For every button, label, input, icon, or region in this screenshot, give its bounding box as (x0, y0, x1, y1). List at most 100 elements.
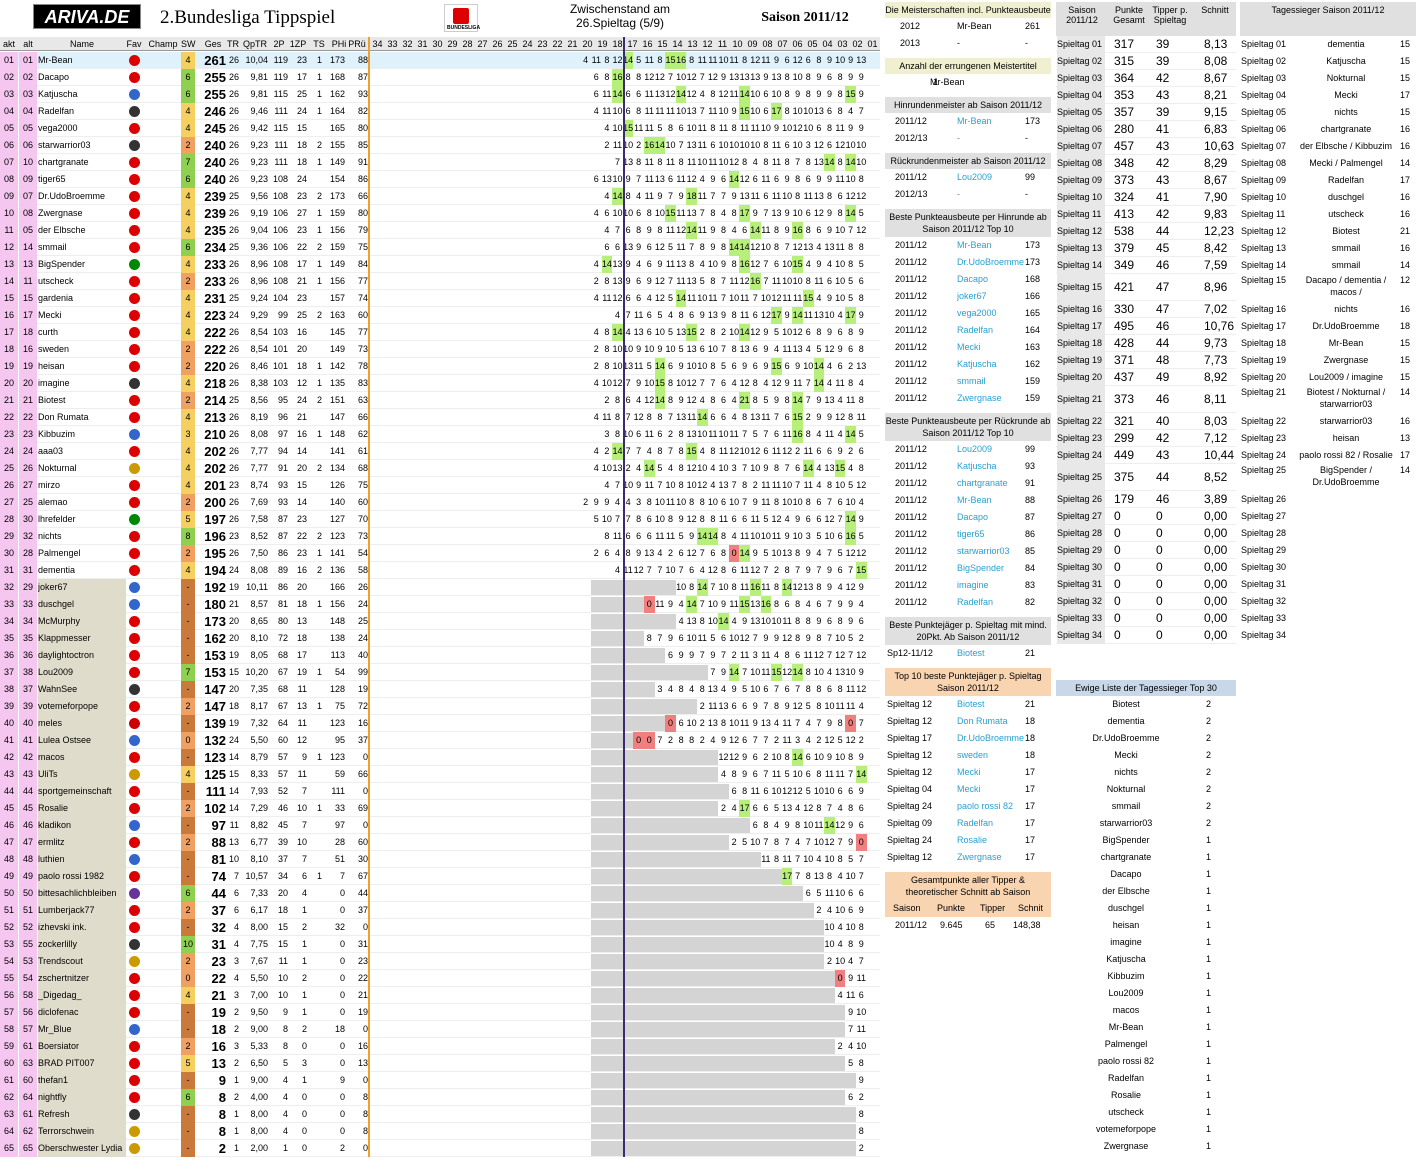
table-row[interactable]: 25 26 Nokturnal 4 202 26 7,77 91 20 2 134 68 4 10 13 2 4… (0, 460, 880, 477)
table-row[interactable]: 63 61 Refresh -8 1 8,00 4 0 0 8 8 (0, 1106, 880, 1123)
table-row[interactable]: 52 52 izhevski ink. -32 4 8,00 15 2 32 0 10 4 10 8 (0, 919, 880, 936)
table-row[interactable]: 02 02 Dacapo 6 255 26 9,81 119 17 1 168 87 6 8 16 8 8 12 1… (0, 69, 880, 86)
player-name[interactable]: sweden (38, 344, 70, 354)
table-row[interactable]: 39 39 votemeforpope 2 147 18 8,17 67 13 1 75 72 2 11 1… (0, 698, 880, 715)
player-name[interactable]: sportgemeinschaft (38, 783, 126, 800)
table-row[interactable]: 32 29 joker67-192 19 10,11 86 20 166 26 10 8 14 7 10 8… (0, 579, 880, 596)
player-name[interactable]: smmail (38, 242, 67, 252)
player-name[interactable]: bittesachlichbleiben (38, 885, 126, 902)
table-row[interactable]: 41 41 Lulea Ostsee 0 132 24 5,50 60 12 95 37 0 0 7 2 8 8… (0, 732, 880, 749)
table-row[interactable]: 10 08 Zwergnase 4 239 26 9,19 106 27 1 159 80 4 6 10 10… (0, 205, 880, 222)
player-name[interactable]: WahnSee (38, 681, 126, 698)
table-row[interactable]: 23 23 Kibbuzim 3 210 26 8,08 97 16 1 148 62 3 8 10 6 11 6… (0, 426, 880, 443)
ariva-logo[interactable]: ARIVA.DE (33, 4, 141, 29)
table-row[interactable]: 65 65 Oberschwester Lydia -2 1 2,00 1 0 2 0 2 (0, 1140, 880, 1157)
table-row[interactable]: 16 17 Mecki 4 223 24 9,29 99 25 2 163 60 4 7 11 6 5 4 8 6 9 1… (0, 307, 880, 324)
player-name[interactable]: nichts (38, 531, 62, 541)
table-row[interactable]: 54 53 Trendscout 2 23 3 7,67 11 1 0 23 2 10 4 7 (0, 953, 880, 970)
table-row[interactable]: 31 31 dementia 4 194 24 8,08 89 16 2 136 58 4 11 12 7 7 1… (0, 562, 880, 579)
table-row[interactable]: 56 58 _Digedag_ 4 21 3 7,00 10 1 0 21 4 11 6 (0, 987, 880, 1004)
table-row[interactable]: 04 04 Radelfan 4 246 26 9,46 111 24 1 164 82 4 11 10 6 8… (0, 103, 880, 120)
player-name[interactable]: Lumberjack77 (38, 902, 126, 919)
player-name[interactable]: joker67 (38, 579, 126, 596)
table-row[interactable]: 38 37 WahnSee -147 20 7,35 68 11 128 19 3 4 8 4 8 13 4 9 5… (0, 681, 880, 698)
player-name[interactable]: Terrorschwein (38, 1123, 126, 1140)
table-row[interactable]: 07 10 chartgranate 7 240 26 9,23 111 18 1 149 91 7 13… (0, 154, 880, 171)
player-name[interactable]: _Digedag_ (38, 987, 126, 1004)
table-row[interactable]: 33 33 duschgel -180 21 8,57 81 18 1 156 24 0 11 9 4 14 7… (0, 596, 880, 613)
player-name[interactable]: votemeforpope (38, 698, 126, 715)
player-name[interactable]: Dr.UdoBroemme (38, 191, 106, 201)
table-row[interactable]: 24 24 aaa03 4 202 26 7,77 94 14 141 61 4 2 14 7 7 4 8 7 8 15… (0, 443, 880, 460)
table-row[interactable]: 62 64 nightfly 6 8 2 4,00 4 0 0 8 6 2 (0, 1089, 880, 1106)
table-row[interactable]: 17 18 curth 4 222 26 8,54 103 16 145 77 4 8 14 4 13 6 10 5… (0, 324, 880, 341)
table-row[interactable]: 44 44 sportgemeinschaft -111 14 7,93 52 7 111 0 6 8… (0, 783, 880, 800)
table-row[interactable]: 61 60 thefan1-9 1 9,00 4 1 9 0 9 (0, 1072, 880, 1089)
player-name[interactable]: BRAD PIT007 (38, 1055, 126, 1072)
player-name[interactable]: heisan (38, 361, 65, 371)
table-row[interactable]: 48 48 luthien -81 10 8,10 37 7 51 30 11 8 11 7 10 4 10 8 5… (0, 851, 880, 868)
table-row[interactable]: 03 03 Katjuscha 6 255 26 9,81 115 25 1 162 93 6 11 14 6… (0, 86, 880, 103)
player-name[interactable]: starwarrior03 (38, 140, 91, 150)
table-row[interactable]: 58 57 Mr_Blue -18 2 9,00 8 2 18 0 7 11 (0, 1021, 880, 1038)
table-row[interactable]: 57 56 diclofenac -19 2 9,50 9 1 0 19 9 10 (0, 1004, 880, 1021)
player-name[interactable]: Klappmesser (38, 630, 126, 647)
player-name[interactable]: Radelfan (38, 106, 75, 116)
table-row[interactable]: 46 46 kladikon -97 11 8,82 45 7 97 0 6 8 4 9 8 10 11 14 12… (0, 817, 880, 834)
player-name[interactable]: paolo rossi 1982 (38, 868, 126, 885)
player-name[interactable]: aaa03 (38, 446, 64, 456)
table-row[interactable]: 06 06 starwarrior03 2 240 26 9,23 111 18 2 155 85 2 1… (0, 137, 880, 154)
player-name[interactable]: Kibbuzim (38, 429, 76, 439)
table-row[interactable]: 26 27 mirzo 4 201 23 8,74 93 15 126 75 4 7 10 9 11 7 10 8 1… (0, 477, 880, 494)
table-row[interactable]: 12 14 smmail 6 234 25 9,36 106 22 2 159 75 6 6 13 9 6 12 5… (0, 239, 880, 256)
table-row[interactable]: 13 13 BigSpender 4 233 26 8,96 108 17 1 149 84 4 14 13… (0, 256, 880, 273)
table-row[interactable]: 34 34 McMurphy -173 20 8,65 80 13 148 25 4 13 8 10 14 4… (0, 613, 880, 630)
player-name[interactable]: Boersiator (38, 1038, 126, 1055)
table-row[interactable]: 27 25 alemao 2 200 26 7,69 93 14 140 60 2 9 9 4 4 3 8 10 11… (0, 494, 880, 511)
table-row[interactable]: 64 62 Terrorschwein -8 1 8,00 4 0 0 8 8 (0, 1123, 880, 1140)
player-name[interactable]: diclofenac (38, 1004, 126, 1021)
player-name[interactable]: chartgranate (38, 157, 89, 167)
player-name[interactable]: luthien (38, 851, 126, 868)
player-name[interactable]: ermlitz (38, 834, 126, 851)
player-name[interactable]: Mecki (38, 310, 62, 320)
player-name[interactable]: Mr-Bean (38, 55, 73, 65)
table-row[interactable]: 53 55 zockerlilly 10 31 4 7,75 15 1 0 31 10 4 8 9 (0, 936, 880, 953)
player-name[interactable]: Palmengel (38, 548, 81, 558)
player-name[interactable]: Dacapo (38, 72, 70, 82)
player-name[interactable]: curth (38, 327, 59, 337)
table-row[interactable]: 43 43 UliTs 4 125 15 8,33 57 11 59 66 4 8 9 6 7 11 5 10 6 8 1… (0, 766, 880, 783)
table-row[interactable]: 18 16 sweden 2 222 26 8,54 101 20 149 73 2 8 10 10 9 10 9… (0, 341, 880, 358)
player-name[interactable]: Zwergnase (38, 208, 83, 218)
table-row[interactable]: 01 01 Mr-Bean 4 261 26 10,04 119 23 1 173 88 4 11 8 12 1… (0, 52, 880, 69)
table-row[interactable]: 51 51 Lumberjack77 2 37 6 6,17 18 1 0 37 2 4 10 6 9 (0, 902, 880, 919)
player-name[interactable]: mirzo (38, 480, 60, 490)
table-row[interactable]: 30 28 Palmengel 2 195 26 7,50 86 23 1 141 54 2 6 4 8 9 13… (0, 545, 880, 562)
player-name[interactable]: gardenia (38, 293, 74, 303)
table-row[interactable]: 22 22 Don Rumata 4 213 26 8,19 96 21 147 66 4 11 8 7 12… (0, 409, 880, 426)
table-row[interactable]: 55 54 zschertnitzer 0 22 4 5,50 10 2 0 22 0 9 11 (0, 970, 880, 987)
player-name[interactable]: izhevski ink. (38, 919, 126, 936)
table-row[interactable]: 05 05 vega2000 4 245 26 9,42 115 15 165 80 4 10 15 11 1… (0, 120, 880, 137)
player-name[interactable]: Nokturnal (38, 463, 77, 473)
player-name[interactable]: Katjuscha (38, 89, 78, 99)
player-name[interactable]: meles (38, 715, 126, 732)
table-row[interactable]: 11 05 der Elbsche 4 235 26 9,04 106 23 1 156 79 4 7 6 8… (0, 222, 880, 239)
player-name[interactable]: daylightoctron (38, 647, 126, 664)
table-row[interactable]: 45 45 Rosalie 2 102 14 7,29 46 10 1 33 69 2 4 17 6 6 5 13 4… (0, 800, 880, 817)
player-name[interactable]: tiger65 (38, 174, 66, 184)
player-name[interactable]: zschertnitzer (38, 970, 126, 987)
table-row[interactable]: 37 38 Lou2009 7 153 15 10,20 67 19 1 54 99 7 9 14 7 10 11… (0, 664, 880, 681)
player-name[interactable]: vega2000 (38, 123, 78, 133)
table-row[interactable]: 14 11 utscheck 2 233 26 8,96 108 21 1 156 77 2 8 13 9 6 9… (0, 273, 880, 290)
table-row[interactable]: 50 50 bittesachlichbleiben 6 44 6 7,33 20 4 0 44 6 5… (0, 885, 880, 902)
player-name[interactable]: Lou2009 (38, 664, 126, 681)
player-name[interactable]: Refresh (38, 1106, 126, 1123)
player-name[interactable]: Trendscout (38, 953, 126, 970)
table-row[interactable]: 29 32 nichts 8 196 23 8,52 87 22 2 123 73 8 11 6 6 6 11 11… (0, 528, 880, 545)
table-row[interactable]: 40 40 meles -139 19 7,32 64 11 123 16 0 6 10 2 13 8 10 11… (0, 715, 880, 732)
player-name[interactable]: thefan1 (38, 1072, 126, 1089)
table-row[interactable]: 21 21 Biotest 2 214 25 8,56 95 24 2 151 63 2 8 6 4 12 14 8… (0, 392, 880, 409)
player-name[interactable]: McMurphy (38, 613, 126, 630)
player-name[interactable]: Oberschwester Lydia (38, 1140, 126, 1157)
